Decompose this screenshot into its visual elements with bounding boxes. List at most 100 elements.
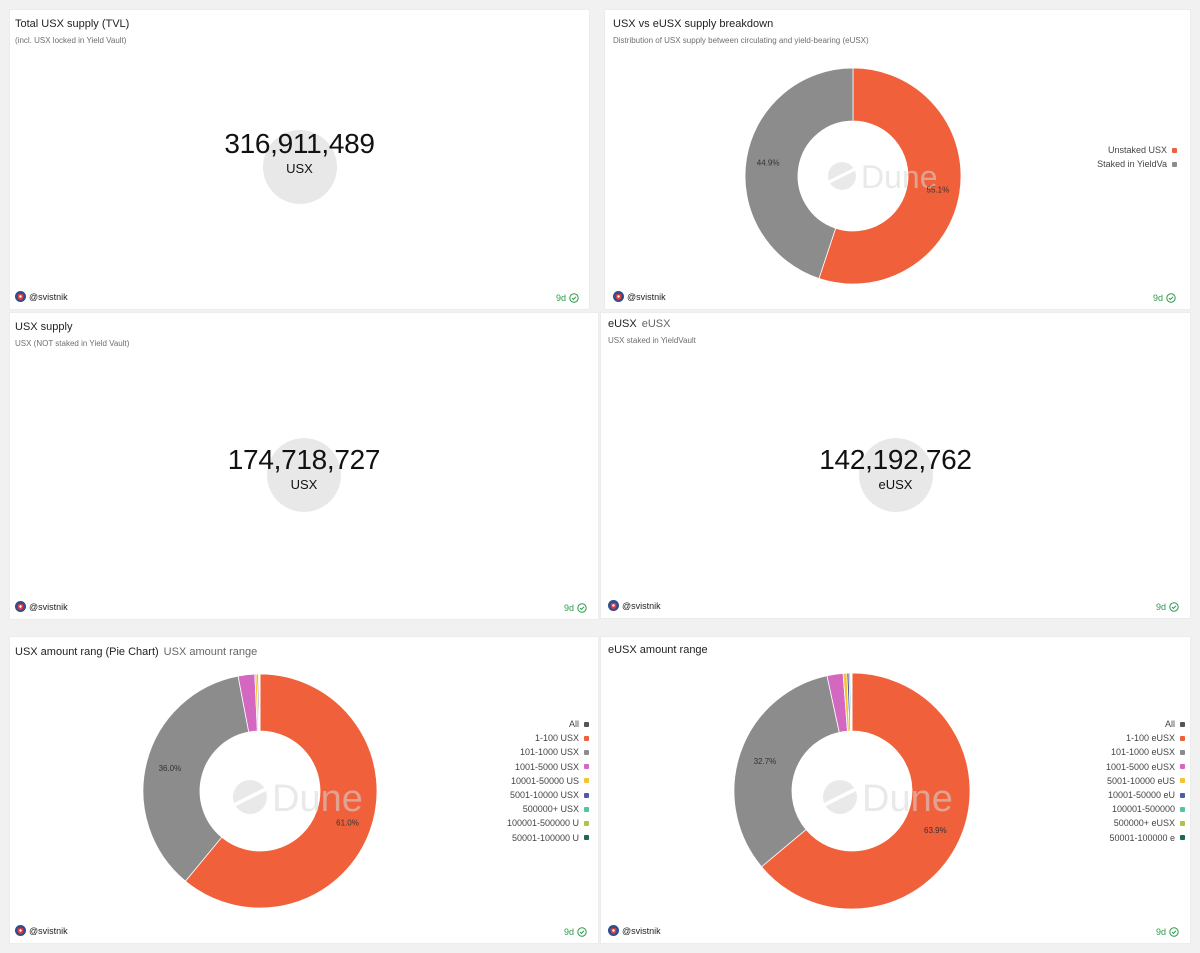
legend-swatch [1172,161,1177,167]
slice-data-label: 36.0% [159,764,182,773]
legend-swatch [1180,721,1185,727]
legend-swatch [1180,764,1185,770]
freshness-text: 9d [1155,927,1166,937]
legend-label: 1001-5000 USX [514,761,579,772]
dune-logo-stroke [828,167,856,184]
author-link[interactable]: @svistnik [608,600,661,611]
pie-slice[interactable] [733,675,840,868]
dune-logo-stroke [823,787,857,807]
pie-slice[interactable] [744,67,854,280]
panel-title: eUSX eUSX [608,318,671,330]
counter-background [858,438,933,512]
panel-description: (incl. USX locked in Yield Vault) [15,36,127,45]
author-name: @svistnik [627,291,666,302]
legend-label: All [1164,719,1175,730]
panel-title: USX vs eUSX supply breakdown [613,18,773,30]
avatar-icon [15,601,26,612]
breakdown-donut-chart: Dune 55.1% 44.9% [744,67,962,285]
counter-value: 316,911,489 [224,128,375,159]
legend-item[interactable]: 101-1000 eUSX [1106,745,1185,759]
legend-swatch [1180,792,1185,798]
avatar-icon [613,291,624,302]
freshness-badge[interactable]: 9d [564,927,587,937]
legend-item[interactable]: 101-1000 USX [507,745,589,759]
legend-swatch [584,749,589,755]
eusx-range-donut-chart: Dune 63.9% 32.7% [733,672,971,910]
legend-swatch [1180,735,1185,741]
legend-item[interactable]: 5001-10000 eUS [1106,774,1185,788]
legend-item[interactable]: Unstaked USX [1097,143,1177,157]
author-name: @svistnik [29,925,68,936]
freshness-badge[interactable]: 9d [1156,602,1179,612]
legend-item[interactable]: 5001-10000 USX [507,788,589,802]
author-link[interactable]: @svistnik [15,291,68,302]
freshness-badge[interactable]: 9d [1153,293,1176,303]
author-link[interactable]: @svistnik [608,925,661,936]
legend-label: 5001-10000 USX [509,790,579,801]
check-circle-icon [577,927,587,937]
legend-item[interactable]: Staked in YieldVa [1097,157,1177,171]
legend-item[interactable]: 1001-5000 eUSX [1106,760,1185,774]
legend-label: 100001-500000 U [506,818,579,829]
legend-item[interactable]: 500000+ USX [507,802,589,816]
freshness-text: 9d [563,603,574,613]
pie-slice[interactable] [184,673,378,909]
watermark-text: Dune [861,159,938,195]
panel-usx-range: USX amount rang (Pie Chart) USX amount ra… [9,636,599,944]
pie-slice[interactable] [850,672,853,732]
check-circle-icon [1169,927,1179,937]
panel-description: USX (NOT staked in Yield Vault) [15,339,130,348]
legend-label: 1001-5000 eUSX [1105,761,1175,772]
title-text: USX supply [15,321,73,333]
legend-swatch [584,820,589,826]
panel-description: Distribution of USX supply between circu… [613,36,869,45]
legend-label: 500000+ USX [522,804,579,815]
author-name: @svistnik [29,601,68,612]
avatar-icon [608,600,619,611]
legend-item[interactable]: 1-100 USX [507,731,589,745]
author-name: @svistnik [29,291,68,302]
legend-swatch [1180,820,1185,826]
freshness-badge[interactable]: 9d [564,603,587,613]
pie-slice[interactable] [818,67,962,285]
legend-swatch [584,735,589,741]
panel-title: USX supply [15,321,72,333]
check-circle-icon [1166,293,1176,303]
legend-label: 500000+ eUSX [1113,818,1175,829]
freshness-badge[interactable]: 9d [1156,927,1179,937]
legend-label: 50001-100000 U [511,832,579,843]
pie-slice[interactable] [142,675,250,882]
legend-item[interactable]: 10001-50000 US [507,774,589,788]
legend-swatch [584,835,589,841]
legend-item[interactable]: All [507,717,589,731]
legend-item[interactable]: All [1106,717,1185,731]
legend-item[interactable]: 500000+ eUSX [1106,816,1185,830]
panel-breakdown: USX vs eUSX supply breakdown Distributio… [604,9,1191,310]
counter-background [267,438,341,512]
counter-value: 142,192,762 [819,444,972,475]
freshness-badge[interactable]: 9d [556,293,579,303]
legend-item[interactable]: 100001-500000 U [507,816,589,830]
legend-swatch [1180,835,1185,841]
author-link[interactable]: @svistnik [15,601,68,612]
chart-legend: All 1-100 USX 101-1000 USX 1001-5000 USX 100… [507,717,589,845]
legend-item[interactable]: 50001-100000 e [1106,831,1185,845]
legend-item[interactable]: 10001-50000 eU [1106,788,1185,802]
counter-value: 174,718,727 [227,444,381,475]
watermark-text: Dune [272,778,363,820]
legend-label: All [568,719,579,730]
legend-item[interactable]: 100001-500000 [1106,802,1185,816]
legend-item[interactable]: 1001-5000 USX [507,760,589,774]
counter-background [262,130,337,204]
author-link[interactable]: @svistnik [15,925,68,936]
author-name: @svistnik [622,600,661,611]
panel-usx-supply: USX supply USX (NOT staked in Yield Vaul… [9,312,599,620]
legend-item[interactable]: 1-100 eUSX [1106,731,1185,745]
pie-slice[interactable] [760,672,971,910]
legend-label: 10001-50000 eU [1107,790,1175,801]
legend-label: 100001-500000 [1111,804,1175,815]
author-link[interactable]: @svistnik [613,291,666,302]
title-text: USX vs eUSX supply breakdown [613,18,774,30]
legend-item[interactable]: 50001-100000 U [507,831,589,845]
avatar-icon [15,291,26,302]
